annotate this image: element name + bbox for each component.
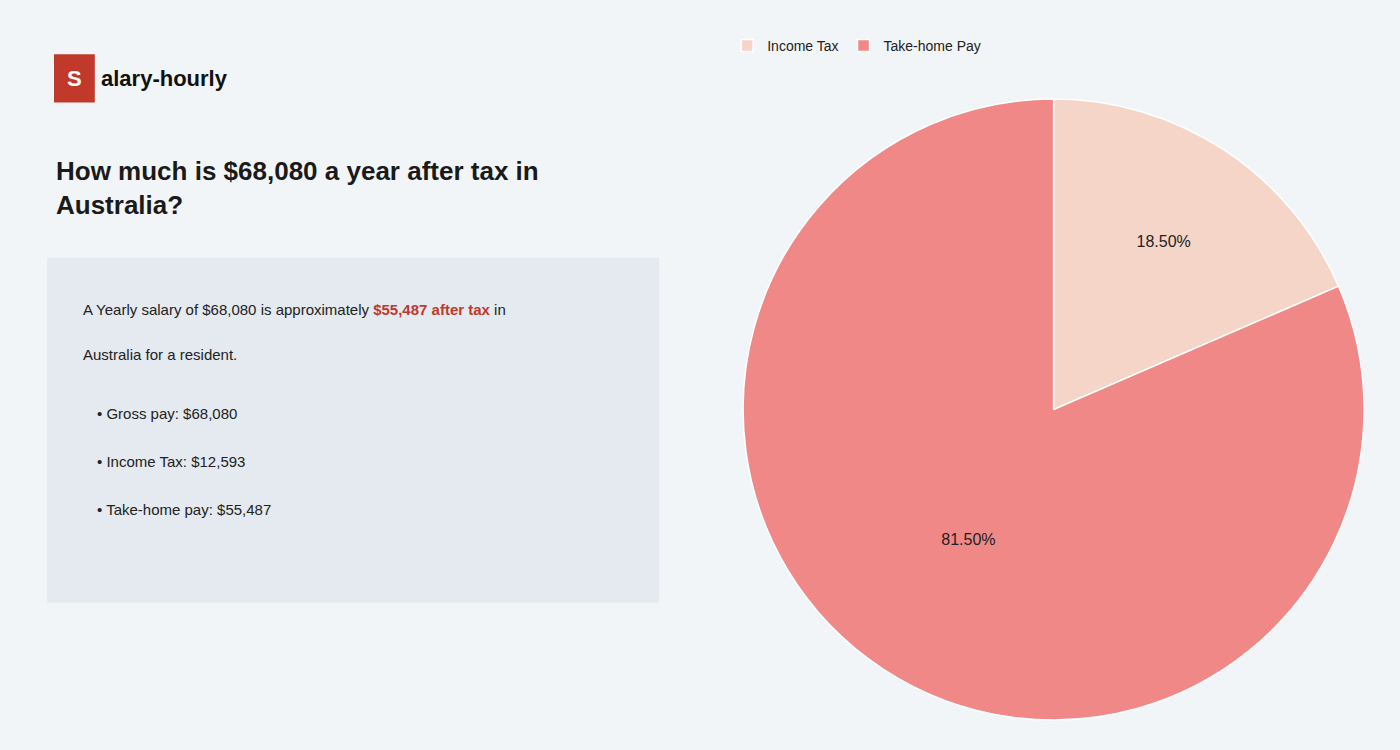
svg-text:A Yearly salary of $68,080 is: A Yearly salary of $68,080 is approximat…: [83, 301, 506, 318]
svg-text:alary-hourly: alary-hourly: [101, 66, 228, 91]
svg-text:81.50%: 81.50%: [941, 531, 995, 548]
svg-text:Take-home Pay: Take-home Pay: [884, 38, 981, 54]
svg-text:Australia for a resident.: Australia for a resident.: [83, 346, 237, 363]
svg-text:How much is $68,080 a year aft: How much is $68,080 a year after tax inA…: [56, 156, 539, 220]
svg-text:18.50%: 18.50%: [1137, 233, 1191, 250]
svg-text:• Take-home pay: $55,487: • Take-home pay: $55,487: [97, 501, 271, 518]
svg-text:• Income Tax: $12,593: • Income Tax: $12,593: [97, 453, 245, 470]
svg-text:S: S: [67, 66, 82, 91]
svg-text:• Gross pay: $68,080: • Gross pay: $68,080: [97, 405, 237, 422]
svg-text:Income Tax: Income Tax: [767, 38, 838, 54]
